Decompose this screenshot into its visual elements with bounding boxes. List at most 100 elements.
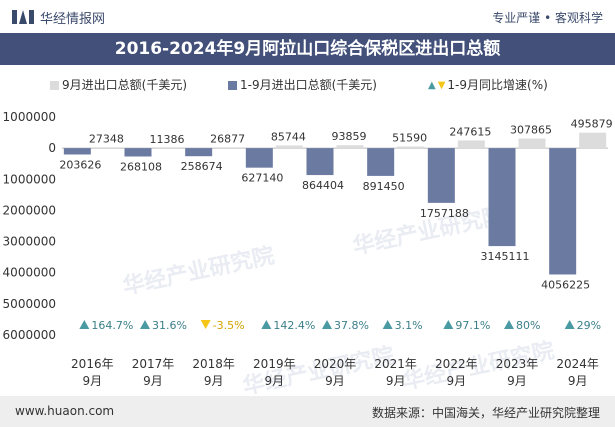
bar-cumulative [427,148,455,203]
growth-up-icon [504,320,514,329]
label-monthly: 26877 [210,132,245,145]
growth-label: 80% [516,319,540,332]
label-monthly: 93859 [332,130,367,143]
label-cumulative: 4056225 [541,278,590,291]
legend-monthly-swatch [50,81,59,90]
y-tick-label: 3000000 [3,235,56,249]
growth-label: 3.1% [395,319,423,332]
x-tick-label-month: 9月 [325,374,345,388]
growth-up-icon [382,320,393,329]
watermark-text: 华经产业研究院 [121,242,277,299]
y-tick-label: 2000000 [3,203,56,217]
bar-monthly [579,132,607,149]
legend-cumulative-label: 1-9月进出口总额(千美元) [240,78,377,92]
x-tick-label-month: 9月 [568,374,588,388]
x-tick-label-month: 9月 [83,374,103,388]
growth-up-icon [140,320,150,329]
growth-up-icon [443,320,454,329]
label-monthly: 11386 [150,133,185,146]
brand-name: 华经情报网 [40,12,106,27]
top-bar: 华经情报网 专业严谨 • 客观科学 [0,0,615,33]
label-cumulative: 203626 [59,158,101,171]
growth-label: 142.4% [273,319,315,332]
label-cumulative: 891450 [363,180,405,193]
x-tick-label-month: 9月 [507,374,527,388]
growth-label: 31.6% [152,319,187,332]
bar-monthly [397,146,425,149]
bar-cumulative [549,148,577,275]
legend-growth-down-icon: ▼ [437,80,446,91]
growth-up-icon [322,320,332,329]
label-monthly: 85744 [271,130,306,143]
growth-label: 164.7% [91,319,133,332]
bar-cumulative [367,148,395,176]
legend-cumulative-swatch [228,81,237,90]
x-tick-label-year: 2024年 [556,357,599,371]
legend-growth: ▲ ▼ 1-9月同比增速(%) [428,76,548,93]
y-tick-label: 6000000 [3,328,56,342]
x-tick-label-year: 2018年 [192,357,235,371]
y-axis: 1000000 0 1000000 2000000 3000000 4000000 5000… [3,110,608,342]
label-monthly: 51590 [392,132,427,145]
x-tick-label-year: 2023年 [496,357,539,371]
data-labels: 27348 11386 26877 85744 93859 51590 247615 3078… [59,118,612,292]
x-tick-label-year: 2021年 [374,357,417,371]
label-cumulative: 864404 [302,179,344,192]
footer: www.huaon.com 数据来源：中国海关，华经产业研究院整理 [0,396,615,427]
growth-label: 37.8% [334,319,369,332]
bars [63,132,607,275]
x-tick-label-month: 9月 [386,374,406,388]
label-monthly: 27348 [89,132,124,145]
growth-up-icon [564,320,575,329]
bar-monthly [93,147,121,149]
growth-down-icon [200,320,211,329]
x-tick-label-month: 9月 [143,374,163,388]
label-cumulative: 627140 [241,172,283,185]
y-tick-label: 4000000 [3,266,56,280]
legend-growth-up-icon: ▲ [428,80,436,91]
bar-monthly [457,140,485,149]
label-monthly: 247615 [449,125,491,138]
chart-title: 2016-2024年9月阿拉山口综合保税区进出口总额 [114,39,501,59]
x-tick-label-year: 2017年 [132,357,175,371]
logo-icon [12,10,34,24]
footer-source: 数据来源：中国海关，华经产业研究院整理 [371,406,600,420]
x-tick-label-year: 2022年 [435,357,478,371]
bar-cumulative [124,148,152,157]
growth-label: -3.5% [213,319,245,332]
bar-monthly [275,145,303,149]
bar-cumulative [185,148,213,157]
legend-cumulative: 1-9月进出口总额(千美元) [228,76,377,93]
x-tick-label-year: 2019年 [253,357,296,371]
legend-growth-label: 1-9月同比增速(%) [447,78,548,92]
growth-up-icon [79,320,90,329]
growth-label: 97.1% [455,319,490,332]
brand-tags: 专业严谨 • 客观科学 [492,9,603,26]
x-tick-label-year: 2016年 [71,357,114,371]
label-monthly: 307865 [510,124,552,137]
title-bar: 2016-2024年9月阿拉山口综合保税区进出口总额 [0,33,615,65]
bar-monthly [518,138,546,149]
y-tick-label: 1000000 [3,110,56,124]
legend-monthly-label: 9月进出口总额(千美元) [62,78,187,92]
x-axis: 2016年 9月 2017年 9月 2018年 9月 2019年 9月 2020年 9月 2021年… [71,357,599,388]
label-cumulative: 3145111 [481,250,530,263]
label-cumulative: 268108 [120,160,162,173]
legend-monthly: 9月进出口总额(千美元) [50,76,187,93]
growth-markers: 164.7% 31.6% -3.5% 142.4% 37.8% 3.1% 97.1% 80% 2… [79,319,601,332]
y-tick-label: 1000000 [3,172,56,186]
x-tick-label-year: 2020年 [314,357,357,371]
bar-cumulative [306,148,334,176]
growth-up-icon [261,320,272,329]
chart-legend: 9月进出口总额(千美元) 1-9月进出口总额(千美元) ▲ ▼ 1-9月同比增速(%… [0,73,615,93]
bar-cumulative [488,148,516,247]
growth-label: 29% [577,319,601,332]
bar-monthly [215,147,243,149]
y-tick-label: 5000000 [3,297,56,311]
x-tick-label-month: 9月 [447,374,467,388]
footer-url: www.huaon.com [15,404,115,418]
bar-cumulative [245,148,273,168]
bar-monthly [336,145,364,149]
tag-separator: • [544,11,555,25]
